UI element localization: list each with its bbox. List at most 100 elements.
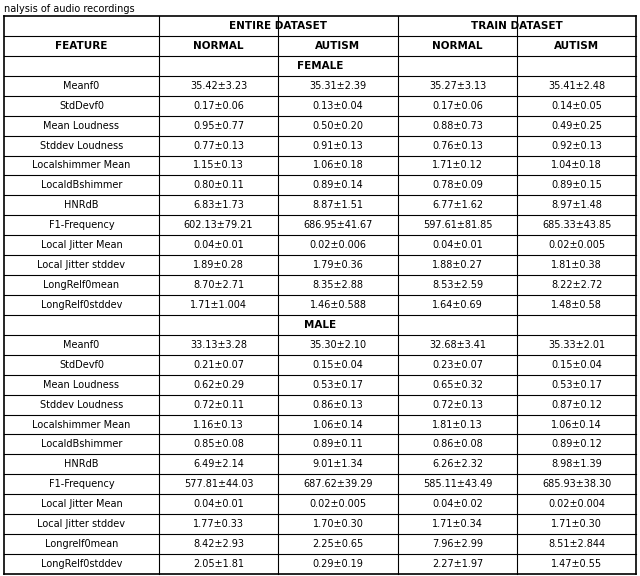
Text: 0.02±0.006: 0.02±0.006 <box>310 240 367 250</box>
Text: 0.17±0.06: 0.17±0.06 <box>193 101 244 111</box>
Text: 2.25±0.65: 2.25±0.65 <box>312 539 364 549</box>
Text: 1.46±0.588: 1.46±0.588 <box>310 300 367 310</box>
Text: 0.02±0.005: 0.02±0.005 <box>310 499 367 509</box>
Text: 0.04±0.01: 0.04±0.01 <box>193 499 244 509</box>
Text: 1.81±0.13: 1.81±0.13 <box>432 419 483 430</box>
Text: 8.22±2.72: 8.22±2.72 <box>551 280 602 290</box>
Text: 0.14±0.05: 0.14±0.05 <box>551 101 602 111</box>
Text: FEMALE: FEMALE <box>297 61 343 71</box>
Text: 0.92±0.13: 0.92±0.13 <box>551 141 602 150</box>
Text: Meanf0: Meanf0 <box>63 340 100 350</box>
Text: Localshimmer Mean: Localshimmer Mean <box>32 161 131 170</box>
Text: 35.30±2.10: 35.30±2.10 <box>310 340 367 350</box>
Text: NORMAL: NORMAL <box>193 41 244 51</box>
Text: 6.83±1.73: 6.83±1.73 <box>193 200 244 210</box>
Text: Meanf0: Meanf0 <box>63 81 100 91</box>
Text: 1.64±0.69: 1.64±0.69 <box>432 300 483 310</box>
Text: AUTISM: AUTISM <box>316 41 360 51</box>
Text: 0.89±0.15: 0.89±0.15 <box>551 180 602 191</box>
Text: 0.13±0.04: 0.13±0.04 <box>312 101 364 111</box>
Text: F1-Frequency: F1-Frequency <box>49 220 114 230</box>
Text: Stddev Loudness: Stddev Loudness <box>40 400 123 410</box>
Text: Local Jitter stddev: Local Jitter stddev <box>37 260 125 270</box>
Text: 0.02±0.005: 0.02±0.005 <box>548 240 605 250</box>
Text: Mean Loudness: Mean Loudness <box>44 380 120 390</box>
Text: F1-Frequency: F1-Frequency <box>49 479 114 490</box>
Text: 0.17±0.06: 0.17±0.06 <box>432 101 483 111</box>
Text: 2.27±1.97: 2.27±1.97 <box>432 559 483 569</box>
Text: 0.89±0.14: 0.89±0.14 <box>312 180 364 191</box>
Text: Mean Loudness: Mean Loudness <box>44 120 120 131</box>
Text: 0.53±0.17: 0.53±0.17 <box>551 380 602 390</box>
Text: 0.04±0.01: 0.04±0.01 <box>432 240 483 250</box>
Text: Local Jitter Mean: Local Jitter Mean <box>40 240 122 250</box>
Text: 1.15±0.13: 1.15±0.13 <box>193 161 244 170</box>
Text: Localshimmer Mean: Localshimmer Mean <box>32 419 131 430</box>
Text: Stddev Loudness: Stddev Loudness <box>40 141 123 150</box>
Text: 0.89±0.12: 0.89±0.12 <box>551 439 602 449</box>
Text: 0.65±0.32: 0.65±0.32 <box>432 380 483 390</box>
Text: 8.98±1.39: 8.98±1.39 <box>551 460 602 469</box>
Text: 1.04±0.18: 1.04±0.18 <box>551 161 602 170</box>
Text: 6.77±1.62: 6.77±1.62 <box>432 200 483 210</box>
Text: AUTISM: AUTISM <box>554 41 599 51</box>
Text: 0.80±0.11: 0.80±0.11 <box>193 180 244 191</box>
Text: 8.35±2.88: 8.35±2.88 <box>312 280 364 290</box>
Text: NORMAL: NORMAL <box>432 41 483 51</box>
Text: 0.95±0.77: 0.95±0.77 <box>193 120 244 131</box>
Text: 9.01±1.34: 9.01±1.34 <box>312 460 364 469</box>
Text: 0.04±0.01: 0.04±0.01 <box>193 240 244 250</box>
Text: Local Jitter Mean: Local Jitter Mean <box>40 499 122 509</box>
Text: 0.62±0.29: 0.62±0.29 <box>193 380 244 390</box>
Text: 602.13±79.21: 602.13±79.21 <box>184 220 253 230</box>
Text: 0.50±0.20: 0.50±0.20 <box>312 120 364 131</box>
Text: 685.33±43.85: 685.33±43.85 <box>542 220 611 230</box>
Text: 597.61±81.85: 597.61±81.85 <box>422 220 492 230</box>
Text: 1.88±0.27: 1.88±0.27 <box>432 260 483 270</box>
Text: 33.13±3.28: 33.13±3.28 <box>190 340 247 350</box>
Text: 6.26±2.32: 6.26±2.32 <box>432 460 483 469</box>
Text: 1.77±0.33: 1.77±0.33 <box>193 519 244 529</box>
Text: 0.53±0.17: 0.53±0.17 <box>312 380 364 390</box>
Text: TRAIN DATASET: TRAIN DATASET <box>471 21 563 31</box>
Text: StdDevf0: StdDevf0 <box>59 360 104 370</box>
Text: 1.71±0.12: 1.71±0.12 <box>432 161 483 170</box>
Text: 0.29±0.19: 0.29±0.19 <box>312 559 364 569</box>
Text: 0.87±0.12: 0.87±0.12 <box>551 400 602 410</box>
Text: 0.15±0.04: 0.15±0.04 <box>312 360 364 370</box>
Text: 0.15±0.04: 0.15±0.04 <box>551 360 602 370</box>
Text: LocaldBshimmer: LocaldBshimmer <box>41 439 122 449</box>
Text: 0.91±0.13: 0.91±0.13 <box>312 141 364 150</box>
Text: 8.53±2.59: 8.53±2.59 <box>432 280 483 290</box>
Text: 8.87±1.51: 8.87±1.51 <box>312 200 364 210</box>
Text: 585.11±43.49: 585.11±43.49 <box>423 479 492 490</box>
Text: 1.79±0.36: 1.79±0.36 <box>312 260 364 270</box>
Text: 0.72±0.13: 0.72±0.13 <box>432 400 483 410</box>
Text: 8.70±2.71: 8.70±2.71 <box>193 280 244 290</box>
Text: MALE: MALE <box>304 320 336 330</box>
Text: 0.77±0.13: 0.77±0.13 <box>193 141 244 150</box>
Text: 1.71±1.004: 1.71±1.004 <box>190 300 247 310</box>
Text: 1.48±0.58: 1.48±0.58 <box>551 300 602 310</box>
Text: 7.96±2.99: 7.96±2.99 <box>432 539 483 549</box>
Text: 0.49±0.25: 0.49±0.25 <box>551 120 602 131</box>
Text: 2.05±1.81: 2.05±1.81 <box>193 559 244 569</box>
Text: 8.51±2.844: 8.51±2.844 <box>548 539 605 549</box>
Text: HNRdB: HNRdB <box>64 460 99 469</box>
Text: 0.72±0.11: 0.72±0.11 <box>193 400 244 410</box>
Text: 0.86±0.13: 0.86±0.13 <box>312 400 364 410</box>
Text: 1.89±0.28: 1.89±0.28 <box>193 260 244 270</box>
Text: LongRelf0mean: LongRelf0mean <box>44 280 120 290</box>
Text: nalysis of audio recordings: nalysis of audio recordings <box>4 4 134 14</box>
Text: LongRelf0stddev: LongRelf0stddev <box>41 300 122 310</box>
Text: 0.89±0.11: 0.89±0.11 <box>312 439 364 449</box>
Text: 1.70±0.30: 1.70±0.30 <box>312 519 364 529</box>
Text: 0.88±0.73: 0.88±0.73 <box>432 120 483 131</box>
Text: 0.86±0.08: 0.86±0.08 <box>432 439 483 449</box>
Text: FEATURE: FEATURE <box>55 41 108 51</box>
Text: 0.21±0.07: 0.21±0.07 <box>193 360 244 370</box>
Text: 35.33±2.01: 35.33±2.01 <box>548 340 605 350</box>
Text: ENTIRE DATASET: ENTIRE DATASET <box>229 21 327 31</box>
Text: 8.42±2.93: 8.42±2.93 <box>193 539 244 549</box>
Text: HNRdB: HNRdB <box>64 200 99 210</box>
